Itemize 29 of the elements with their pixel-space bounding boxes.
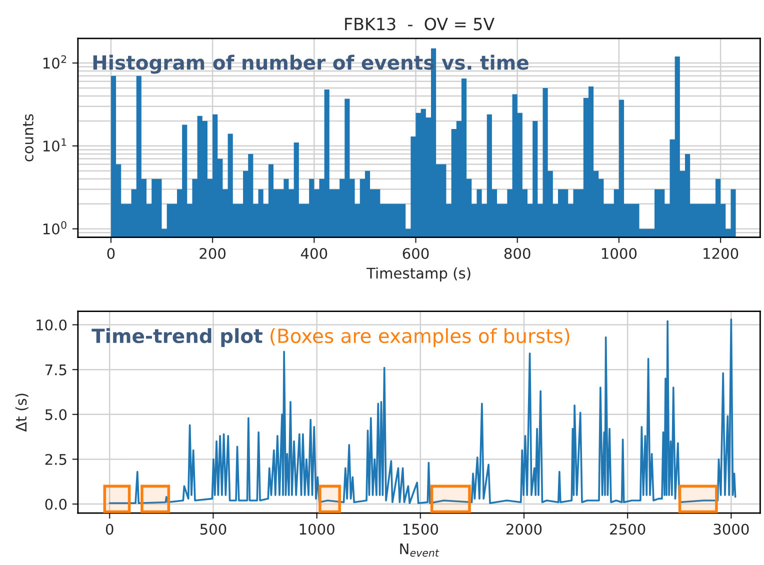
x-tick-label: 800 [504, 248, 530, 260]
y-tick-label: 10$^{1}$ [43, 138, 66, 152]
y-tick-label: 5.0 [45, 409, 67, 420]
x-tick-label: 1200 [704, 248, 738, 260]
x-tick-label: 1500 [403, 524, 438, 535]
x-tick-label: 500 [200, 524, 226, 535]
x-axis-title: Timestamp (s) [366, 267, 470, 282]
x-tick-label: 3000 [714, 524, 749, 535]
x-tick-label: 200 [200, 248, 226, 260]
x-tick-label: 2000 [506, 524, 542, 535]
chart-title: FBK13 - OV = 5V [345, 18, 494, 30]
y-tick-label: 2.5 [45, 454, 66, 465]
annotation: (Boxes are examples of bursts) [270, 328, 570, 347]
x-tick-label: 600 [402, 248, 429, 260]
x-tick-label: 2500 [610, 524, 646, 535]
y-axis-title: Δt (s) [15, 394, 28, 432]
annotation: Time-trend plot [92, 328, 262, 347]
y-tick-label: 7.5 [46, 364, 66, 376]
x-axis-title: N$_{event}$ [400, 544, 440, 557]
y-tick-label: 10$^{2}$ [43, 55, 66, 69]
x-tick-label: 1000 [300, 524, 334, 535]
y-tick-label: 10$^{0}$ [43, 221, 66, 234]
x-tick-label: 1000 [602, 248, 637, 260]
x-tick-label: 0 [107, 248, 115, 260]
y-axis-title: counts [23, 114, 34, 162]
x-tick-label: 400 [300, 248, 328, 260]
x-tick-label: 0 [106, 524, 114, 535]
y-tick-label: 0.0 [45, 498, 67, 510]
y-tick-label: 10.0 [36, 319, 67, 331]
